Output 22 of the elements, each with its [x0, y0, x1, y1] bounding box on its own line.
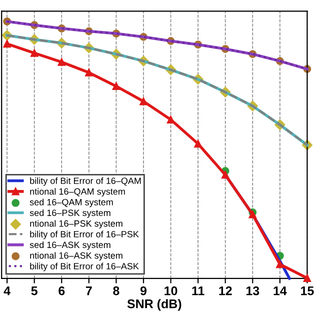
legend-label: ntional 16–PSK system: [30, 220, 122, 228]
x-tick-label: 10: [164, 286, 178, 296]
x-tick-label: 6: [58, 286, 65, 296]
x-tick-label: 9: [140, 286, 146, 296]
x-tick-label: 13: [246, 286, 260, 296]
legend-label: ntional 16–ASK system: [30, 252, 122, 261]
x-tick-label: 5: [31, 286, 38, 296]
legend-label: bility of Bit Error of 16–PSK: [30, 230, 139, 240]
legend-label: ntional 16–QAM system: [30, 188, 125, 196]
legend-label: bility of Bit Error of 16–QAM: [30, 177, 141, 186]
x-tick-label: 14: [274, 286, 287, 296]
x-tick-label: 7: [86, 286, 92, 296]
x-tick-label: 4: [4, 286, 10, 296]
legend-label: sed 16–ASK system: [30, 241, 110, 250]
legend-label: sed 16–PSK system: [30, 209, 110, 218]
legend-label: bility of Bit Error of 16–ASK: [30, 262, 139, 272]
legend-label: sed 16–QAM system: [30, 198, 113, 208]
x-tick-label: 15: [301, 286, 314, 296]
x-tick-label: 8: [113, 286, 120, 296]
x-tick-label: 12: [219, 286, 232, 296]
x-axis-title: SNR (dB): [127, 299, 182, 311]
x-tick-label: 11: [192, 286, 204, 296]
